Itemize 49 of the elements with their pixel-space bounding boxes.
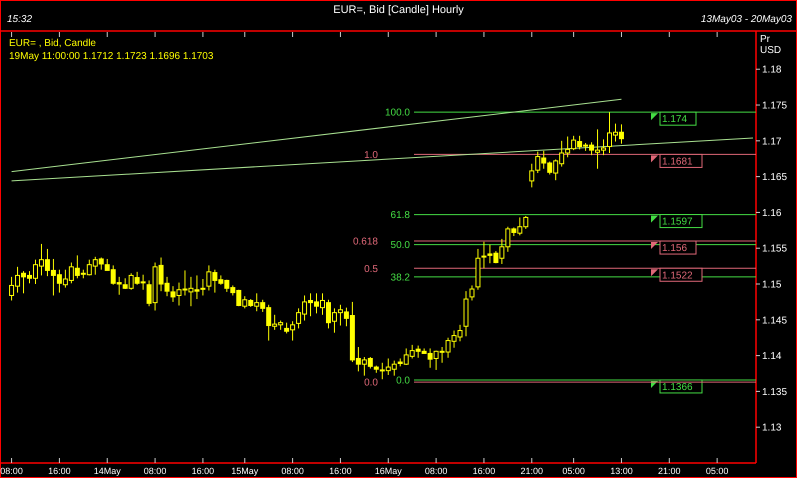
x-tick-label: 05:00 xyxy=(562,466,585,476)
y-tick-label: 1.15 xyxy=(762,280,782,291)
y-axis-title: Pr USD xyxy=(760,34,782,56)
x-tick-label: 16:00 xyxy=(329,466,352,476)
y-tick-label: 1.16 xyxy=(762,208,782,219)
chart-subtitle: 13May03 - 20May03 xyxy=(700,14,792,25)
candlestick xyxy=(469,284,474,301)
annotation: 1.0 xyxy=(364,150,378,161)
x-tick-label: 21:00 xyxy=(658,466,681,476)
annotation: 0.618 xyxy=(352,236,378,248)
annotation: 0.0 xyxy=(364,378,378,389)
y-tick-label: 1.14 xyxy=(762,351,782,362)
x-tick-label: 05:00 xyxy=(706,466,728,476)
annotation: 38.2 xyxy=(390,272,410,284)
ref-line-label: 1.1522 xyxy=(662,270,694,282)
annotation: 50.0 xyxy=(390,240,410,252)
candlestick xyxy=(529,163,534,188)
y-tick-label: 1.155 xyxy=(762,244,788,255)
annotation: 100.0 xyxy=(384,108,410,119)
x-tick-label: 08:00 xyxy=(424,466,448,476)
x-tick-label: 08:00 xyxy=(144,466,166,476)
annotation: 0.5 xyxy=(364,264,378,275)
ref-line-label: 1.1366 xyxy=(662,382,694,393)
y-tick-label: 1.145 xyxy=(762,315,788,326)
text: 15:32 xyxy=(7,14,32,25)
x-tick-label: 13:00 xyxy=(610,466,633,476)
x-tick-label: 16:00 xyxy=(472,466,496,476)
y-tick-label: 1.175 xyxy=(762,100,788,112)
x-tick-label: 14May xyxy=(94,466,122,476)
ref-line-label: 1.1681 xyxy=(662,156,694,168)
x-tick-label: 16:00 xyxy=(48,466,71,476)
ref-line-label: 1.156 xyxy=(662,243,688,254)
x-tick-label: 15May xyxy=(231,466,259,476)
annotation: EUR= , Bid, Candle xyxy=(9,38,96,49)
y-tick-label: 1.18 xyxy=(762,64,782,76)
annotation: 61.8 xyxy=(390,210,410,222)
ref-line-label: 1.174 xyxy=(662,114,688,126)
x-tick-label: 21:00 xyxy=(520,466,544,476)
y-tick-label: 1.17 xyxy=(762,136,782,148)
x-tick-label: 08:00 xyxy=(281,466,304,476)
annotation: 0.0 xyxy=(396,375,410,386)
x-tick-label: 16:00 xyxy=(192,466,214,476)
y-tick-label: 1.135 xyxy=(762,386,788,398)
x-tick-label: 16May xyxy=(374,466,402,476)
y-tick-label: 1.165 xyxy=(762,172,788,184)
chart-title: EUR=, Bid [Candle] Hourly xyxy=(333,4,464,16)
y-tick-label: 1.13 xyxy=(762,422,782,434)
ref-line-label: 1.1597 xyxy=(662,216,694,228)
annotation: 19May 11:00:00 1.1712 1.1723 1.1696 1.1703 xyxy=(9,51,214,62)
